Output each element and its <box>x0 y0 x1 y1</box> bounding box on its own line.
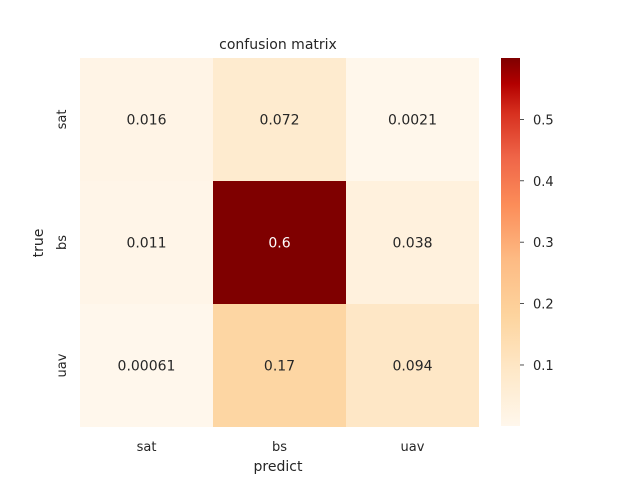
cell-value-label: 0.0021 <box>388 113 437 129</box>
y-tick-label: sat <box>55 110 70 130</box>
cell-value-label: 0.016 <box>126 113 166 129</box>
heatmap-cell <box>80 181 213 304</box>
cell-value-label: 0.094 <box>392 359 432 375</box>
heatmap-cell <box>80 58 213 181</box>
heatmap-cell-labels: 0.016 0.072 0.0021 0.011 0.6 0.038 0.00061 0.17… <box>118 113 437 375</box>
colorbar-ticks: 0.1 0.2 0.3 0.4 0.5 <box>520 113 554 374</box>
cell-value-label: 0.00061 <box>118 359 176 375</box>
colorbar-tick-label: 0.5 <box>533 113 554 128</box>
colorbar <box>501 58 520 426</box>
cell-value-label: 0.6 <box>268 236 290 252</box>
heatmap-cell <box>213 304 346 427</box>
y-tick-label: uav <box>55 353 70 377</box>
colorbar-tick-label: 0.3 <box>533 236 554 251</box>
colorbar-tick-label: 0.1 <box>533 359 554 374</box>
colorbar-tick-label: 0.2 <box>533 298 554 313</box>
heatmap-cell <box>346 181 479 304</box>
y-axis-label: true <box>31 229 47 258</box>
x-tick-labels: sat bs uav <box>137 440 425 455</box>
heatmap-cells <box>80 58 479 427</box>
colorbar-tick-label: 0.4 <box>533 175 554 190</box>
x-tick-label: uav <box>401 440 425 455</box>
heatmap-cell <box>213 58 346 181</box>
y-tick-labels: sat bs uav <box>55 110 70 378</box>
y-tick-label: bs <box>55 235 70 250</box>
heatmap-cell <box>80 304 213 427</box>
cell-value-label: 0.038 <box>392 236 432 252</box>
cell-value-label: 0.011 <box>126 236 166 252</box>
chart-title: confusion matrix <box>219 37 337 53</box>
x-tick-label: bs <box>272 440 287 455</box>
x-tick-label: sat <box>137 440 157 455</box>
heatmap-cell <box>346 58 479 181</box>
heatmap-cell <box>346 304 479 427</box>
cell-value-label: 0.072 <box>259 113 299 129</box>
cell-value-label: 0.17 <box>264 359 295 375</box>
heatmap-cell <box>213 181 346 304</box>
x-axis-label: predict <box>254 459 303 475</box>
